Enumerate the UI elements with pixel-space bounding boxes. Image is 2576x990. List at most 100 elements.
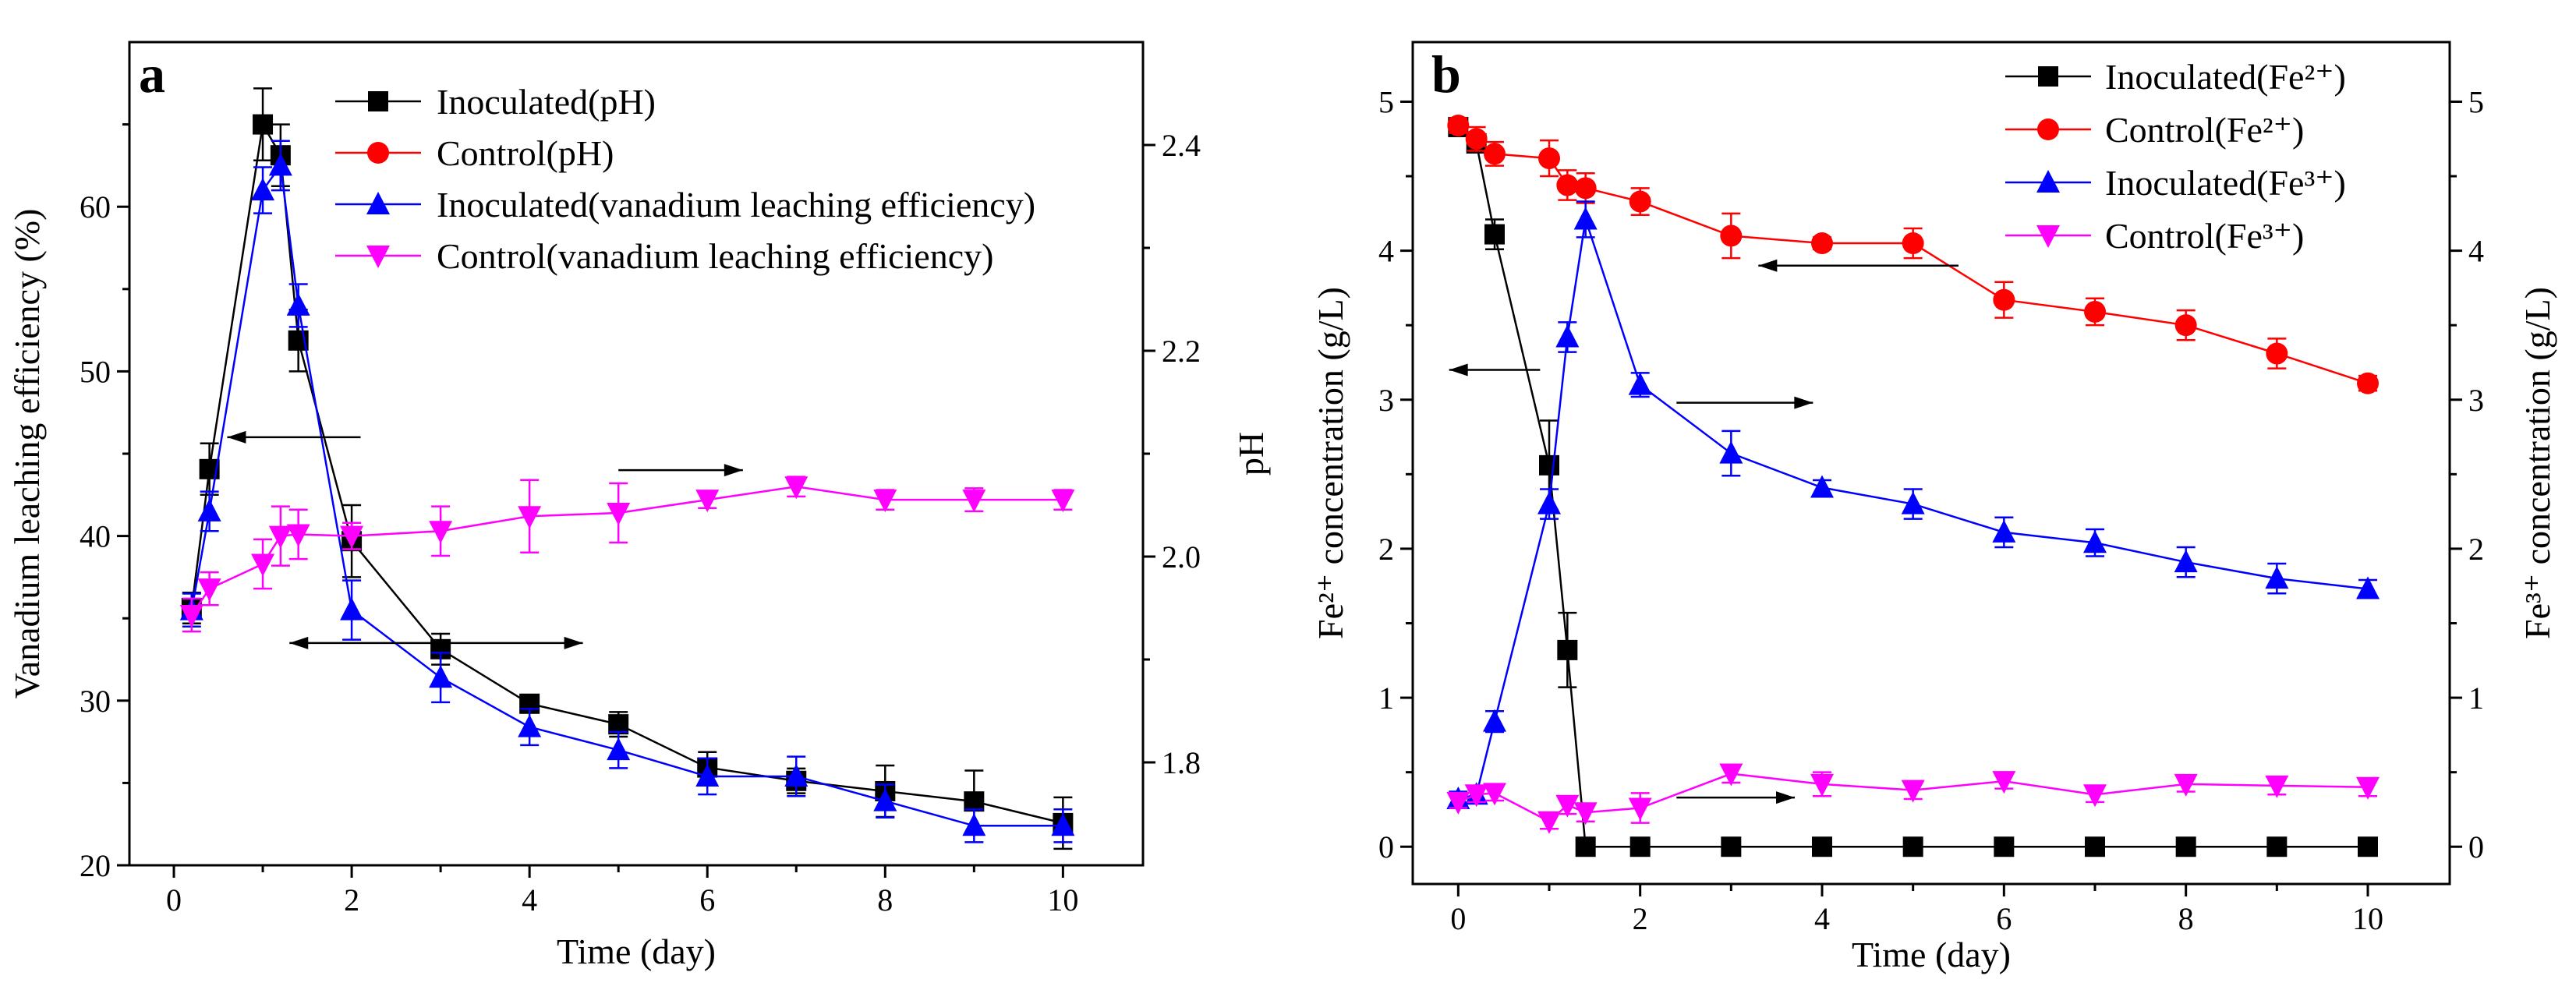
data-point-marker [1719,440,1743,464]
data-point-marker [1464,784,1488,808]
panel-b-arrows [1449,259,1959,804]
b-y-right-tick-label: 5 [2468,84,2484,119]
data-point-marker [429,665,453,688]
series-4 [1446,763,2380,834]
data-point-marker [1484,224,1505,245]
data-point-marker [2265,566,2289,589]
a-y-left-tick-label: 20 [80,848,111,883]
data-point-marker [1629,836,1651,857]
panel-b-series [1446,115,2380,857]
data-point-marker [1484,143,1506,165]
annotation-arrow-head [1449,363,1468,377]
data-point-marker [962,813,986,836]
data-point-marker [2174,314,2197,337]
data-point-marker [429,521,453,544]
legend-entry: Control(Fe²⁺) [2005,110,2304,150]
data-point-marker [2038,66,2058,87]
data-point-marker [1720,225,1743,247]
b-x-tick-label: 4 [1814,901,1830,936]
panel-a-y-right-axis-title: pH [1231,432,1271,476]
data-point-marker [1573,207,1598,230]
panel-a-arrows [227,430,743,649]
legend-label: Control(Fe³⁺) [2105,216,2304,256]
data-point-marker [1629,190,1651,213]
legend-entry: Inoculated(vanadium leaching efficiency) [335,185,1035,225]
data-point-marker [784,476,809,500]
data-point-marker [1575,836,1596,857]
data-point-marker [1811,232,1833,255]
data-point-marker [1537,491,1561,514]
data-point-marker [1465,128,1488,150]
data-point-marker [1810,475,1834,498]
data-point-marker [179,604,203,628]
legend-label: Inoculated(Fe³⁺) [2105,163,2346,203]
data-point-marker [368,91,388,111]
b-y-right-tick-label: 0 [2468,829,2484,864]
data-point-marker [1628,372,1652,395]
b-y-left-tick-label: 1 [1378,681,1394,716]
data-point-marker [1557,639,1578,660]
data-point-marker [518,506,542,529]
data-point-marker [962,490,986,513]
data-point-marker [1574,177,1597,200]
panel-a-y-left-tick-labels: 20 30 40 50 60 [80,189,111,883]
panel-a-x-axis-title: Time (day) [557,932,716,971]
legend-entry: Inoculated(Fe³⁺) [2005,163,2346,203]
data-point-marker [2083,530,2107,553]
legend-entry: Control(vanadium leaching efficiency) [335,236,993,276]
panel-b-frame [1411,41,2451,886]
data-point-marker [1721,836,1742,857]
a-x-tick-label: 0 [166,882,182,918]
data-point-marker [1446,791,1470,815]
legend-label: Control(pH) [437,133,614,173]
data-point-marker [1555,794,1580,818]
a-y-right-tick-label: 1.8 [1162,745,1201,780]
data-point-marker [253,114,274,135]
panel-b-label: b [1431,44,1461,104]
data-point-marker [197,498,221,522]
a-y-left-tick-label: 50 [80,354,111,389]
b-y-left-tick-label: 4 [1378,234,1394,269]
b-y-right-tick-label: 2 [2468,532,2484,567]
data-point-marker [340,525,364,549]
data-point-marker [1902,836,1923,857]
annotation-arrow-head [564,636,583,649]
data-point-marker [2356,576,2380,599]
data-point-marker [286,292,310,316]
data-point-marker [1539,454,1559,476]
b-y-left-tick-label: 0 [1378,829,1394,864]
data-point-marker [1537,811,1561,834]
data-point-marker [268,153,292,176]
data-point-marker [2036,225,2060,248]
data-point-marker [1901,491,1925,514]
data-point-marker [2266,836,2288,857]
panel-a-label: a [139,44,165,104]
data-point-marker [1994,836,2015,857]
b-y-right-tick-label: 4 [2468,234,2484,269]
data-point-marker [1051,490,1075,513]
panel-b-y-right-axis-title: Fe³⁺ concentration (g/L) [2518,287,2557,639]
data-point-marker [518,714,542,737]
legend-label: Inoculated(Fe²⁺) [2105,57,2346,97]
data-point-marker [695,763,720,787]
annotation-arrow-head [227,430,246,444]
legend-entry: Inoculated(Fe²⁺) [2005,57,2346,97]
panel-a-legend: Inoculated(pH) Control(pH) Inoculated(va… [335,82,1035,276]
a-y-left-tick-label: 40 [80,519,111,554]
a-x-tick-label: 8 [877,882,893,918]
a-x-tick-label: 6 [699,882,715,918]
legend-label: Control(Fe²⁺) [2105,110,2304,150]
legend-entry: Inoculated(pH) [335,82,656,122]
annotation-arrow-head [1758,259,1778,272]
b-y-left-tick-label: 3 [1378,383,1394,418]
data-point-marker [1812,836,1832,857]
b-x-tick-label: 6 [1996,901,2012,936]
legend-label: Control(vanadium leaching efficiency) [437,236,993,276]
data-point-marker [2265,775,2289,798]
annotation-arrow-head [1776,791,1795,804]
legend-label: Inoculated(pH) [437,82,656,122]
panel-b-y-left-tick-labels: 0 1 2 3 4 5 [1378,84,1394,864]
data-point-marker [1556,174,1579,196]
b-x-tick-label: 2 [1633,901,1648,936]
panel-a-x-tick-labels: 0 2 4 6 8 10 [166,882,1078,918]
